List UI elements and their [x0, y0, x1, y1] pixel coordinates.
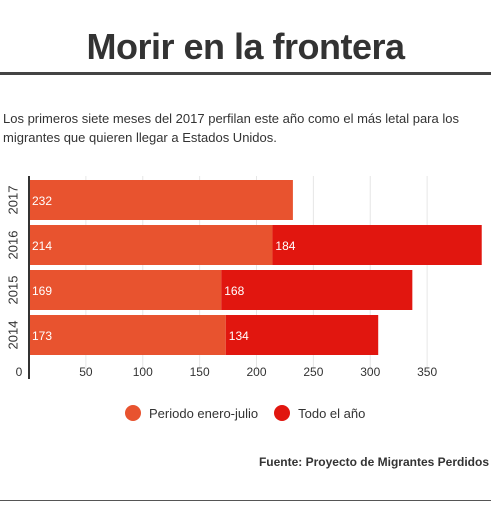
- category-label-2017: 2017: [5, 186, 20, 215]
- bar-value-2015-s1: 168: [224, 284, 244, 298]
- bar-value-2017-s0: 232: [32, 194, 52, 208]
- page-title: Morir en la frontera: [86, 26, 405, 67]
- source-note: Fuente: Proyecto de Migrantes Perdidos: [258, 455, 489, 469]
- category-label-2015: 2015: [5, 276, 20, 305]
- x-tick-label-100: 100: [133, 365, 153, 379]
- bar-2017-s0: [29, 180, 293, 220]
- x-tick-label-150: 150: [190, 365, 210, 379]
- chart-subtitle: Los primeros siete meses del 2017 perfil…: [3, 111, 459, 145]
- chart-legend: Periodo enero-julio Todo el año: [125, 403, 381, 423]
- bar-2016-s1: [272, 225, 482, 265]
- bar-2014-s1: [225, 315, 379, 355]
- x-tick-label-300: 300: [360, 365, 380, 379]
- bar-2015-s0: [29, 270, 222, 310]
- bar-value-2014-s1: 134: [229, 329, 249, 343]
- bar-2015-s1: [221, 270, 413, 310]
- bar-2014-s0: [29, 315, 226, 355]
- x-tick-label-50: 50: [79, 365, 93, 379]
- x-tick-label-350: 350: [417, 365, 437, 379]
- category-label-2014: 2014: [5, 321, 20, 350]
- bar-value-2014-s0: 173: [32, 329, 52, 343]
- legend-swatch-enero-julio: [125, 405, 141, 421]
- x-tick-label-200: 200: [246, 365, 266, 379]
- bar-value-2016-s1: 184: [275, 239, 295, 253]
- bottom-divider: [0, 500, 491, 501]
- legend-label-enero-julio: Periodo enero-julio: [149, 405, 259, 421]
- category-label-2016: 2016: [5, 231, 20, 260]
- bar-value-2015-s0: 169: [32, 284, 52, 298]
- title-divider: [0, 72, 491, 75]
- bar-value-2016-s0: 214: [32, 239, 52, 253]
- legend-item-todo-el-ano: Todo el año: [274, 405, 365, 421]
- legend-label-todo-el-ano: Todo el año: [298, 405, 366, 421]
- bar-2016-s0: [29, 225, 273, 265]
- x-tick-label-250: 250: [303, 365, 323, 379]
- x-tick-label-0: 0: [16, 365, 23, 379]
- legend-swatch-todo-el-ano: [274, 405, 291, 421]
- legend-item-enero-julio: Periodo enero-julio: [125, 405, 258, 421]
- bar-chart: 232 2017 214 184 2016 169 168 2015 173 134 2014 0 50…: [5, 176, 482, 379]
